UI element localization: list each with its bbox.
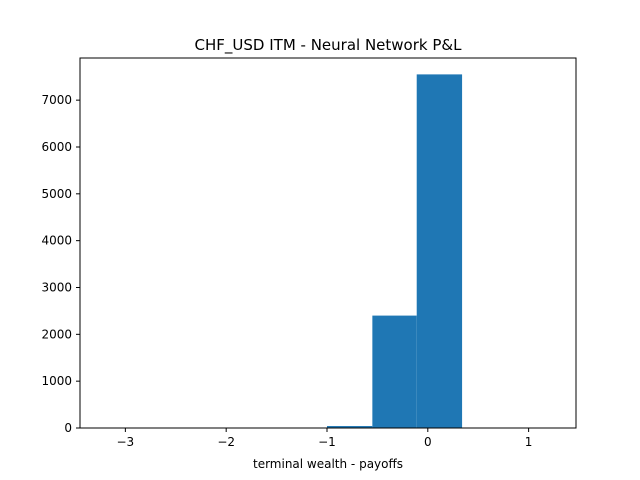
- y-axis-ticks: 0 1000 2000 3000 4000 5000 6000 7000: [41, 93, 80, 435]
- histogram-bar: [326, 426, 373, 428]
- y-tick-label: 0: [64, 421, 72, 435]
- y-tick-label: 6000: [41, 140, 72, 154]
- x-tick-label: −1: [318, 435, 336, 449]
- x-axis-ticks: −3 −2 −1 0 1: [117, 428, 533, 449]
- x-tick-label: −2: [217, 435, 235, 449]
- x-tick-label: 1: [525, 435, 533, 449]
- y-tick-label: 2000: [41, 327, 72, 341]
- y-tick-label: 5000: [41, 187, 72, 201]
- y-tick-label: 4000: [41, 234, 72, 248]
- chart-title: CHF_USD ITM - Neural Network P&L: [195, 36, 463, 55]
- histogram-bar: [416, 74, 463, 429]
- bars-group: [102, 74, 553, 429]
- x-axis-label: terminal wealth - payoffs: [253, 457, 403, 471]
- x-tick-label: −3: [117, 435, 135, 449]
- y-tick-label: 1000: [41, 374, 72, 388]
- y-tick-label: 3000: [41, 280, 72, 294]
- plot-frame: [79, 57, 577, 429]
- histogram-bar: [372, 315, 417, 428]
- y-tick-label: 7000: [41, 93, 72, 107]
- x-tick-label: 0: [424, 435, 432, 449]
